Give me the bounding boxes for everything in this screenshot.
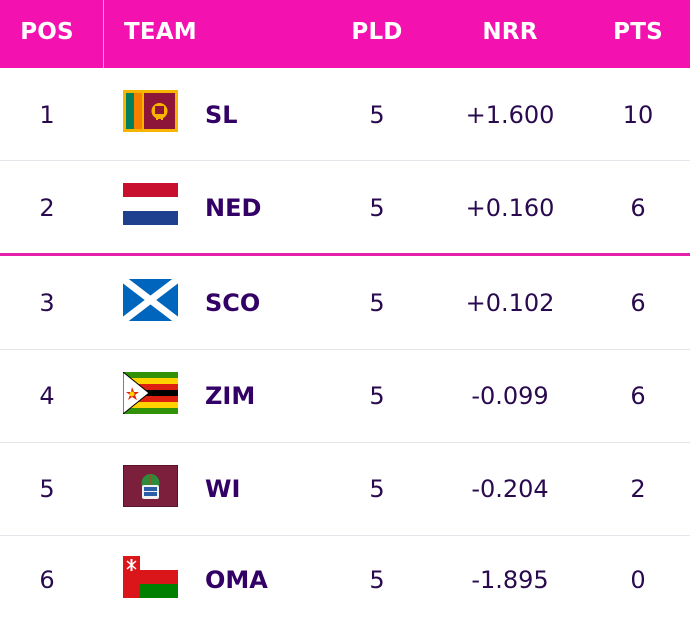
played-count: 5 — [369, 288, 385, 317]
header-divider — [103, 0, 104, 68]
net-run-rate: -0.204 — [471, 475, 549, 503]
row-divider — [0, 535, 690, 536]
played-count: 5 — [369, 566, 385, 594]
sri-lanka-flag-icon — [123, 90, 178, 132]
header-pld[interactable]: PLD — [351, 19, 403, 45]
net-run-rate: +1.600 — [465, 100, 555, 129]
played-count: 5 — [369, 193, 385, 222]
played-count: 5 — [369, 382, 385, 410]
row-position: 2 — [39, 193, 55, 222]
team-name[interactable]: ZIM — [205, 382, 256, 410]
row-position: 4 — [39, 382, 55, 410]
points: 6 — [630, 288, 646, 317]
net-run-rate: -0.099 — [471, 382, 549, 410]
team-name[interactable]: OMA — [205, 566, 268, 594]
row-position: 5 — [39, 475, 55, 503]
team-name[interactable]: SL — [205, 100, 238, 129]
row-divider — [0, 442, 690, 443]
team-name[interactable]: NED — [205, 193, 262, 222]
table-row[interactable]: 6 OMA 5 -1.895 0 — [0, 536, 690, 614]
team-name[interactable]: WI — [205, 475, 241, 503]
played-count: 5 — [369, 100, 385, 129]
netherlands-flag-icon — [123, 183, 178, 225]
zimbabwe-flag-icon — [123, 372, 178, 414]
points: 6 — [630, 382, 646, 410]
row-position: 3 — [39, 288, 55, 317]
row-position: 1 — [39, 100, 55, 129]
net-run-rate: +0.102 — [465, 288, 555, 317]
table-row[interactable]: 5 WI 5 -0.204 2 — [0, 443, 690, 535]
table-row[interactable]: 4 ZIM 5 -0.099 6 — [0, 350, 690, 442]
qualification-line — [0, 253, 690, 256]
row-divider — [0, 160, 690, 161]
points: 0 — [630, 566, 646, 594]
table-header: POS TEAM PLD NRR PTS — [0, 0, 690, 68]
points: 2 — [630, 475, 646, 503]
oman-flag-icon — [123, 556, 178, 598]
header-pts[interactable]: PTS — [613, 19, 663, 45]
header-pos[interactable]: POS — [20, 19, 74, 45]
points: 6 — [630, 193, 646, 222]
net-run-rate: +0.160 — [465, 193, 555, 222]
points: 10 — [622, 100, 654, 129]
table-row[interactable]: 2 NED 5 +0.160 6 — [0, 161, 690, 254]
row-divider — [0, 349, 690, 350]
row-position: 6 — [39, 566, 55, 594]
table-row[interactable]: 1 SL 5 +1.600 10 — [0, 68, 690, 161]
west-indies-flag-icon — [123, 465, 178, 507]
team-name[interactable]: SCO — [205, 288, 261, 317]
header-team[interactable]: TEAM — [124, 19, 197, 45]
table-row[interactable]: 3 SCO 5 +0.102 6 — [0, 256, 690, 349]
played-count: 5 — [369, 475, 385, 503]
header-nrr[interactable]: NRR — [482, 19, 538, 45]
scotland-flag-icon — [123, 279, 178, 321]
net-run-rate: -1.895 — [471, 566, 549, 594]
